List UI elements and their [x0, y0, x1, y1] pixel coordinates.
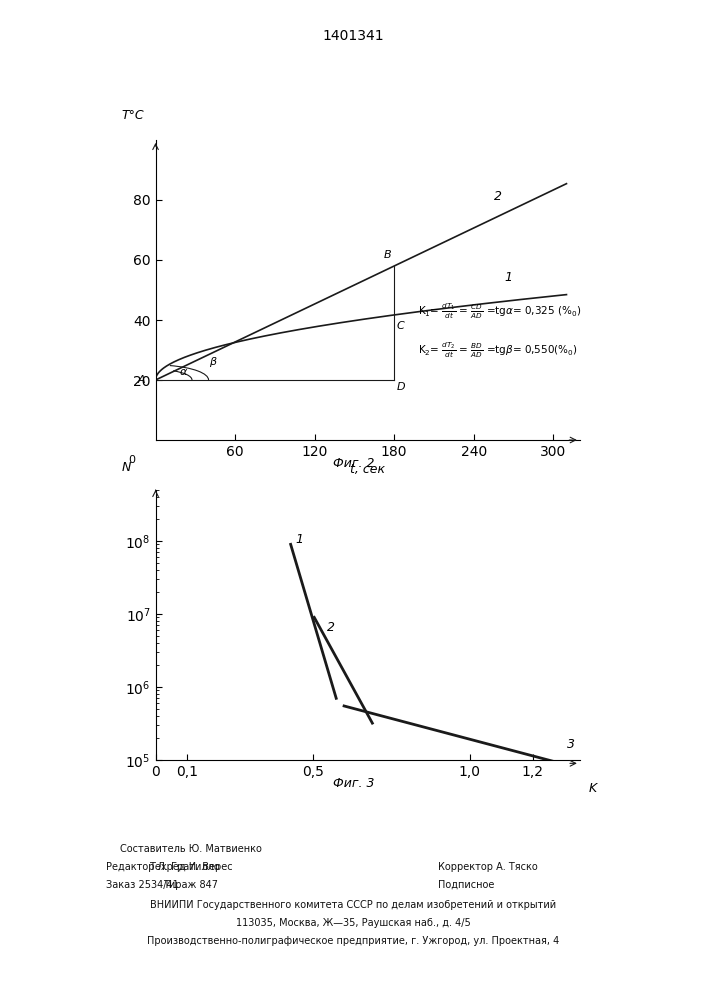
Text: ВНИИПИ Государственного комитета СССР по делам изобретений и открытий: ВНИИПИ Государственного комитета СССР по…: [151, 900, 556, 910]
Text: B: B: [384, 250, 392, 260]
X-axis label: t, сек: t, сек: [350, 463, 385, 476]
Text: T°C: T°C: [122, 109, 144, 122]
Text: $\beta$: $\beta$: [209, 355, 217, 369]
Text: Подписное: Подписное: [438, 880, 495, 890]
Text: K$_2$= $\frac{dT_2}{dt}$ = $\frac{BD}{AD}$ =tg$\beta$= 0,550(%$_0$): K$_2$= $\frac{dT_2}{dt}$ = $\frac{BD}{AD…: [418, 340, 578, 360]
Text: K: K: [588, 782, 597, 795]
Text: 1401341: 1401341: [322, 29, 385, 43]
Text: Техред И. Верес: Техред И. Верес: [149, 862, 233, 872]
Text: 1: 1: [504, 271, 512, 284]
Text: 113035, Москва, Ж—35, Раушская наб., д. 4/5: 113035, Москва, Ж—35, Раушская наб., д. …: [236, 918, 471, 928]
Text: C: C: [397, 321, 404, 331]
Text: Составитель Ю. Матвиенко: Составитель Ю. Матвиенко: [120, 844, 262, 854]
Text: K$_1$= $\frac{dT_1}{dt}$ = $\frac{CD}{AD}$ =tg$\alpha$= 0,325 (%$_0$): K$_1$= $\frac{dT_1}{dt}$ = $\frac{CD}{AD…: [418, 301, 581, 321]
Text: Заказ 2534/41: Заказ 2534/41: [106, 880, 179, 890]
Text: 2: 2: [493, 190, 501, 203]
Text: 2: 2: [327, 621, 335, 634]
Text: Фиг. 3: Фиг. 3: [333, 777, 374, 790]
Text: Корректор А. Тяско: Корректор А. Тяско: [438, 862, 538, 872]
Text: Фиг. 2: Фиг. 2: [333, 457, 374, 470]
Text: Производственно-полиграфическое предприятие, г. Ужгород, ул. Проектная, 4: Производственно-полиграфическое предприя…: [147, 936, 560, 946]
Text: 3: 3: [567, 738, 575, 751]
Text: $\alpha$: $\alpha$: [180, 367, 189, 377]
Text: A: A: [137, 375, 145, 385]
Text: 0: 0: [129, 455, 136, 465]
Text: 1: 1: [296, 533, 303, 546]
Text: D: D: [397, 381, 405, 391]
Text: Редактор Л. Гратилло: Редактор Л. Гратилло: [106, 862, 220, 872]
Text: Тираж 847: Тираж 847: [163, 880, 218, 890]
Text: N: N: [122, 461, 131, 474]
